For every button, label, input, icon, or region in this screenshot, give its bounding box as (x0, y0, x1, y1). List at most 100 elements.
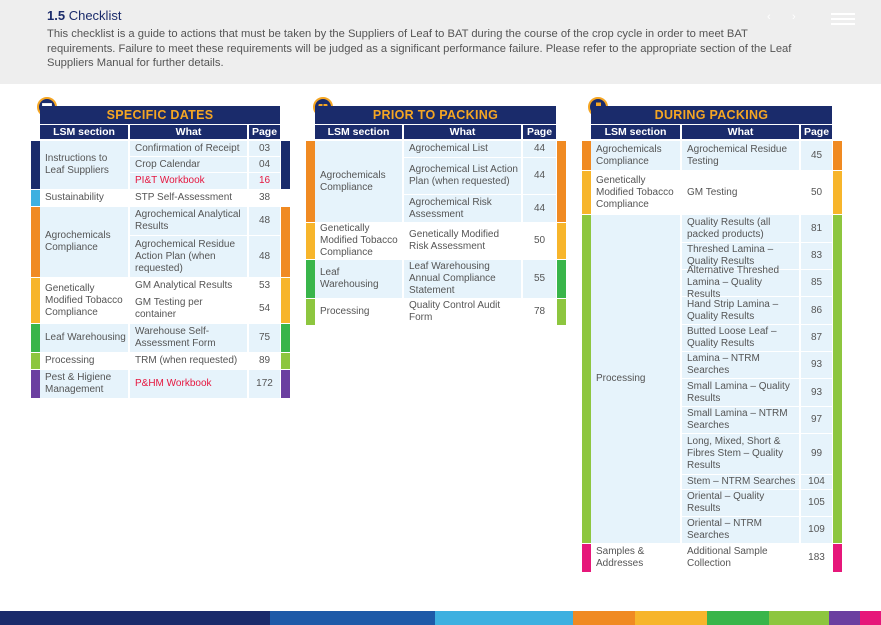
page-number[interactable]: 104 (801, 475, 832, 489)
section-color-bar (31, 324, 40, 352)
page-number[interactable]: 45 (801, 141, 832, 170)
page-number[interactable]: 81 (801, 215, 832, 242)
col-page: Page (801, 125, 832, 139)
section-color-bar (306, 260, 315, 298)
col-lsm-section: LSM section (315, 125, 402, 139)
table-row: TRM (when requested) (130, 353, 247, 369)
table-row: Additional Sample Collection (682, 544, 799, 572)
table-row: GM Testing (682, 171, 799, 214)
section-cell: Processing (40, 353, 128, 369)
section-color-bar (31, 190, 40, 206)
section-cell: Agrochemicals Compliance (40, 207, 128, 277)
section-cell: Processing (315, 299, 402, 325)
table-row: Threshed Lamina – Quality Results (682, 243, 799, 269)
workbook-link[interactable]: P&HM Workbook (130, 370, 247, 398)
table-row: Small Lamina – Quality Results (682, 379, 799, 406)
section-cell: Instructions to Leaf Suppliers (40, 141, 128, 189)
table-row: Small Lamina – NTRM Searches (682, 407, 799, 433)
page-number[interactable]: 86 (801, 297, 832, 324)
page-number[interactable]: 105 (801, 490, 832, 516)
section-cell: Samples & Addresses (591, 544, 680, 572)
page-number[interactable]: 93 (801, 352, 832, 378)
section-cell: Leaf Warehousing (315, 260, 402, 298)
footer-stripe (270, 611, 435, 625)
section-cell: Genetically Modified Tobacco Compliance (591, 171, 680, 214)
page-number[interactable]: 50 (801, 171, 832, 214)
page-number[interactable]: 50 (523, 223, 556, 259)
page-number[interactable]: 53 (249, 278, 280, 294)
footer-stripe (0, 611, 270, 625)
col-lsm-section: LSM section (40, 125, 128, 139)
section-color-bar (557, 260, 566, 298)
section-color-bar (833, 544, 842, 572)
section-cell: Leaf Warehousing (40, 324, 128, 352)
table-row: Stem – NTRM Searches (682, 475, 799, 489)
page-number[interactable]: 89 (249, 353, 280, 369)
page-number[interactable]: 38 (249, 190, 280, 206)
page-number[interactable]: 75 (249, 324, 280, 352)
section-heading: 1.5 Checklist (47, 8, 121, 23)
page-number[interactable]: 172 (249, 370, 280, 398)
page-number[interactable]: 16 (249, 173, 280, 189)
page-number[interactable]: 44 (523, 195, 556, 222)
prev-page-arrow-icon[interactable]: ‹ (767, 11, 771, 23)
page-number[interactable]: 44 (523, 158, 556, 194)
page-number[interactable]: 93 (801, 379, 832, 406)
footer-stripe (635, 611, 707, 625)
page-number[interactable]: 44 (523, 141, 556, 157)
page-number[interactable]: 48 (249, 236, 280, 277)
page-number[interactable]: 87 (801, 325, 832, 351)
page-number[interactable]: 03 (249, 141, 280, 156)
table-row: STP Self-Assessment (130, 190, 247, 206)
section-cell: Agrochemicals Compliance (315, 141, 402, 222)
page-number[interactable]: 85 (801, 270, 832, 296)
table-row: GM Testing per container (130, 295, 247, 323)
footer-stripe (769, 611, 829, 625)
section-color-bar (306, 223, 315, 259)
table-row: Agrochemical List Action Plan (when requ… (404, 158, 521, 194)
page-number[interactable]: 83 (801, 243, 832, 269)
col-what: What (682, 125, 799, 139)
workbook-link[interactable]: PI&T Workbook (130, 173, 247, 189)
table-row: Agrochemical Residue Action Plan (when r… (130, 236, 247, 277)
table-row: Leaf Warehousing Annual Compliance State… (404, 260, 521, 298)
menu-icon[interactable] (831, 13, 855, 27)
next-page-arrow-icon[interactable]: › (792, 11, 796, 23)
footer-stripe (573, 611, 635, 625)
footer-stripe (860, 611, 881, 625)
section-cell: Genetically Modified Tobacco Compliance (40, 278, 128, 323)
table-row: Oriental – Quality Results (682, 490, 799, 516)
section-color-bar (306, 299, 315, 325)
page-number[interactable]: 78 (523, 299, 556, 325)
section-cell: Sustainability (40, 190, 128, 206)
section-color-bar (582, 215, 591, 543)
col-page: Page (523, 125, 556, 139)
section-color-bar (31, 141, 40, 189)
col-page: Page (249, 125, 280, 139)
table-row: Quality Control Audit Form (404, 299, 521, 325)
page-number[interactable]: 97 (801, 407, 832, 433)
page-number[interactable]: 55 (523, 260, 556, 298)
section-color-bar (281, 141, 290, 189)
table-row: Agrochemical Analytical Results (130, 207, 247, 235)
section-color-bar (833, 171, 842, 214)
col-what: What (130, 125, 247, 139)
table-row: Lamina – NTRM Searches (682, 352, 799, 378)
page-number[interactable]: 54 (249, 295, 280, 323)
table-row: Butted Loose Leaf – Quality Results (682, 325, 799, 351)
section-color-bar (281, 324, 290, 352)
page-number[interactable]: 99 (801, 434, 832, 474)
section-color-bar (281, 353, 290, 369)
page-number[interactable]: 109 (801, 517, 832, 543)
section-color-bar (582, 171, 591, 214)
section-color-bar (833, 215, 842, 543)
page-number[interactable]: 04 (249, 157, 280, 172)
page-number[interactable]: 183 (801, 544, 832, 572)
section-cell: Processing (591, 215, 680, 543)
section-cell: Agrochemicals Compliance (591, 141, 680, 170)
page-number[interactable]: 48 (249, 207, 280, 235)
table-row: Long, Mixed, Short & Fibres Stem – Quali… (682, 434, 799, 474)
col-lsm-section: LSM section (591, 125, 680, 139)
table-row: Agrochemical Residue Testing (682, 141, 799, 170)
section-color-bar (582, 544, 591, 572)
